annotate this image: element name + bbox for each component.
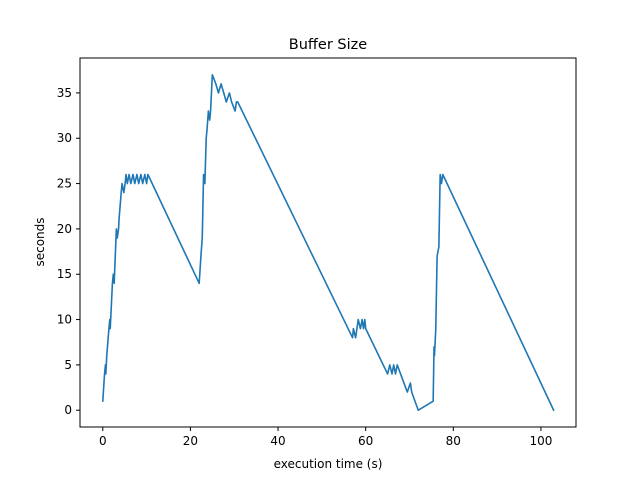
x-tick-label: 80 [446, 434, 461, 448]
y-axis-label: seconds [33, 217, 47, 266]
y-tick-label: 35 [57, 86, 72, 100]
x-tick-label: 60 [358, 434, 373, 448]
y-tick-label: 15 [57, 267, 72, 281]
y-tick-label: 20 [57, 222, 72, 236]
x-tick-label: 20 [183, 434, 198, 448]
x-tick-label: 100 [529, 434, 552, 448]
plot-area [101, 73, 555, 412]
series-line-0 [101, 73, 555, 412]
y-tick-label: 25 [57, 177, 72, 191]
x-tick-label: 0 [99, 434, 107, 448]
plot-frame [79, 57, 577, 428]
chart-title: Buffer Size [289, 37, 367, 53]
x-tick-label: 40 [270, 434, 285, 448]
y-tick-label: 5 [64, 358, 72, 372]
axis-ticks: 0 20 40 60 80 100 0 5 10 15 20 25 30 35 [57, 86, 553, 448]
x-axis-label: execution time (s) [274, 457, 383, 471]
y-tick-label: 0 [64, 403, 72, 417]
y-tick-label: 10 [57, 313, 72, 327]
y-tick-label: 30 [57, 131, 72, 145]
